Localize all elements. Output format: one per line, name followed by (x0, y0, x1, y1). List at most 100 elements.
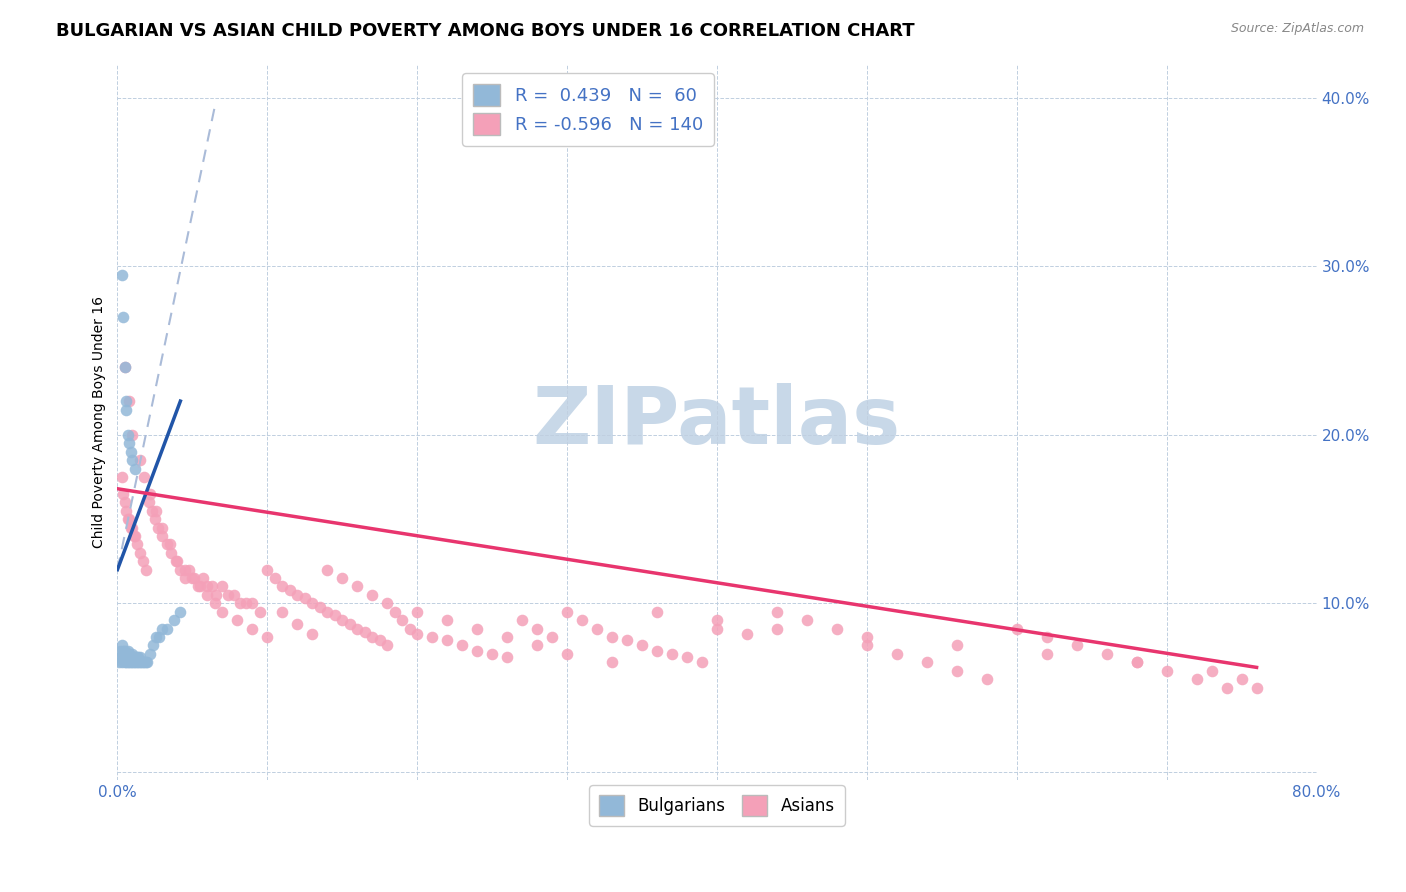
Point (600, 630, 623, 644)
Point (138, 495, 160, 509)
Point (118, 656, 141, 670)
Point (122, 529, 145, 543)
Point (152, 529, 174, 543)
Point (915, 656, 938, 670)
Point (108, 656, 131, 670)
Point (1230, 672, 1253, 686)
Y-axis label: Child Poverty Among Boys Under 16: Child Poverty Among Boys Under 16 (93, 296, 107, 549)
Point (301, 626, 323, 640)
Point (129, 656, 152, 670)
Point (735, 626, 758, 640)
Point (160, 546, 183, 560)
Point (124, 461, 146, 475)
Point (256, 563, 278, 577)
Point (129, 453, 152, 467)
Point (406, 626, 429, 640)
Point (121, 520, 143, 534)
Point (135, 563, 157, 577)
Point (285, 616, 308, 631)
Point (586, 622, 609, 636)
Point (526, 639, 548, 653)
Point (132, 656, 155, 670)
Point (796, 613, 818, 627)
Point (112, 643, 135, 657)
Point (115, 394, 138, 409)
Point (1095, 647, 1118, 661)
Point (278, 582, 301, 597)
Point (112, 650, 135, 665)
Point (115, 402, 138, 417)
Point (114, 495, 136, 509)
Point (181, 571, 204, 585)
Point (766, 622, 789, 636)
Point (555, 647, 578, 661)
Point (465, 643, 488, 657)
Point (114, 656, 136, 670)
Point (346, 622, 368, 636)
Point (139, 647, 162, 661)
Point (115, 656, 138, 670)
Point (339, 616, 361, 631)
Point (191, 571, 214, 585)
Point (141, 503, 163, 517)
Point (301, 596, 323, 610)
Point (976, 672, 998, 686)
Point (117, 643, 139, 657)
Point (117, 647, 139, 661)
Point (211, 605, 233, 619)
Point (825, 622, 848, 636)
Point (645, 643, 668, 657)
Point (1215, 681, 1237, 695)
Point (946, 664, 969, 678)
Point (384, 605, 406, 619)
Point (127, 650, 149, 665)
Point (165, 554, 187, 568)
Point (183, 571, 205, 585)
Point (240, 596, 263, 610)
Point (112, 310, 135, 324)
Point (166, 554, 188, 568)
Point (616, 633, 638, 648)
Point (115, 647, 138, 661)
Point (122, 656, 145, 670)
Point (1125, 656, 1147, 670)
Point (436, 633, 458, 648)
Point (406, 605, 429, 619)
Point (240, 622, 263, 636)
Point (510, 613, 533, 627)
Point (152, 520, 174, 534)
Point (323, 608, 346, 623)
Point (114, 360, 136, 375)
Point (436, 613, 458, 627)
Point (121, 656, 143, 670)
Point (316, 563, 339, 577)
Point (169, 563, 191, 577)
Point (120, 520, 142, 534)
Point (146, 520, 169, 534)
Point (195, 588, 218, 602)
Point (271, 605, 294, 619)
Point (451, 639, 474, 653)
Point (398, 622, 420, 636)
Point (706, 622, 728, 636)
Point (169, 605, 191, 619)
Point (124, 656, 146, 670)
Point (121, 453, 143, 467)
Text: ZIPatlas: ZIPatlas (533, 384, 901, 461)
Point (886, 647, 908, 661)
Point (368, 633, 391, 648)
Point (118, 650, 141, 665)
Point (121, 647, 143, 661)
Point (152, 622, 174, 636)
Point (135, 656, 157, 670)
Point (541, 630, 564, 644)
Point (145, 630, 167, 644)
Point (676, 650, 699, 665)
Point (1156, 664, 1178, 678)
Point (118, 647, 141, 661)
Point (217, 588, 239, 602)
Point (229, 596, 252, 610)
Point (174, 563, 197, 577)
Point (115, 650, 138, 665)
Point (1185, 672, 1208, 686)
